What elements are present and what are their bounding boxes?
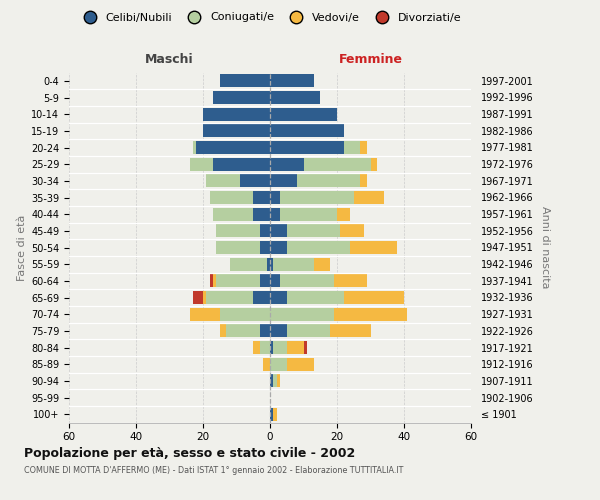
Bar xyxy=(277,374,280,388)
Bar xyxy=(270,108,337,120)
Bar xyxy=(270,324,287,338)
Bar xyxy=(270,374,274,388)
Bar xyxy=(270,124,344,138)
Bar xyxy=(253,208,270,220)
Bar xyxy=(314,258,331,270)
Bar xyxy=(210,191,253,204)
Bar xyxy=(213,208,253,220)
Bar xyxy=(196,141,270,154)
Bar xyxy=(217,224,260,237)
Bar xyxy=(217,274,260,287)
Bar xyxy=(260,224,270,237)
Bar xyxy=(270,241,287,254)
Bar xyxy=(220,308,270,320)
Bar xyxy=(220,74,270,88)
Bar xyxy=(270,191,280,204)
Bar xyxy=(260,341,270,354)
Bar xyxy=(190,308,220,320)
Bar xyxy=(274,408,277,420)
Y-axis label: Anni di nascita: Anni di nascita xyxy=(540,206,550,288)
Bar xyxy=(304,158,371,170)
Bar xyxy=(203,108,270,120)
Bar xyxy=(270,208,280,220)
Bar xyxy=(213,158,270,170)
Bar xyxy=(253,291,270,304)
Bar xyxy=(280,191,354,204)
Bar xyxy=(287,341,304,354)
Bar xyxy=(266,258,270,270)
Bar xyxy=(331,324,371,338)
Bar xyxy=(270,91,320,104)
Y-axis label: Fasce di età: Fasce di età xyxy=(17,214,27,280)
Bar xyxy=(193,291,203,304)
Bar xyxy=(240,174,270,188)
Bar xyxy=(287,241,350,254)
Bar xyxy=(287,291,344,304)
Bar xyxy=(270,358,287,370)
Bar xyxy=(274,374,277,388)
Text: COMUNE DI MOTTA D'AFFERMO (ME) - Dati ISTAT 1° gennaio 2002 - Elaborazione TUTTI: COMUNE DI MOTTA D'AFFERMO (ME) - Dati IS… xyxy=(24,466,403,475)
Bar xyxy=(280,208,337,220)
Bar xyxy=(287,358,314,370)
Bar xyxy=(334,308,407,320)
Text: Maschi: Maschi xyxy=(145,53,194,66)
Bar xyxy=(297,174,361,188)
Bar xyxy=(344,141,361,154)
Bar xyxy=(270,158,304,170)
Legend: Celibi/Nubili, Coniugati/e, Vedovi/e, Divorziati/e: Celibi/Nubili, Coniugati/e, Vedovi/e, Di… xyxy=(74,8,466,27)
Bar xyxy=(270,141,344,154)
Bar xyxy=(263,358,270,370)
Bar xyxy=(203,291,206,304)
Bar xyxy=(260,324,270,338)
Bar xyxy=(371,158,377,170)
Bar xyxy=(213,91,270,104)
Bar xyxy=(361,141,367,154)
Bar xyxy=(260,241,270,254)
Bar xyxy=(210,274,213,287)
Text: Popolazione per età, sesso e stato civile - 2002: Popolazione per età, sesso e stato civil… xyxy=(24,448,355,460)
Bar xyxy=(270,291,287,304)
Bar xyxy=(270,74,314,88)
Bar xyxy=(270,224,287,237)
Bar xyxy=(270,308,334,320)
Bar xyxy=(217,241,260,254)
Bar xyxy=(206,291,253,304)
Bar xyxy=(287,224,340,237)
Bar xyxy=(304,341,307,354)
Bar xyxy=(344,291,404,304)
Bar xyxy=(253,191,270,204)
Bar xyxy=(270,274,280,287)
Bar xyxy=(206,174,240,188)
Bar xyxy=(213,274,217,287)
Bar xyxy=(270,174,297,188)
Bar xyxy=(340,224,364,237)
Bar xyxy=(274,258,314,270)
Bar xyxy=(270,258,274,270)
Text: Femmine: Femmine xyxy=(338,53,403,66)
Bar xyxy=(350,241,397,254)
Bar xyxy=(230,258,266,270)
Bar xyxy=(280,274,334,287)
Bar xyxy=(287,324,331,338)
Bar xyxy=(354,191,384,204)
Bar xyxy=(270,408,274,420)
Bar xyxy=(253,341,260,354)
Bar xyxy=(274,341,287,354)
Bar xyxy=(334,274,367,287)
Bar xyxy=(270,341,274,354)
Bar xyxy=(203,124,270,138)
Bar xyxy=(361,174,367,188)
Bar xyxy=(220,324,226,338)
Bar xyxy=(193,141,196,154)
Bar xyxy=(190,158,213,170)
Bar xyxy=(260,274,270,287)
Bar xyxy=(226,324,260,338)
Bar xyxy=(337,208,350,220)
